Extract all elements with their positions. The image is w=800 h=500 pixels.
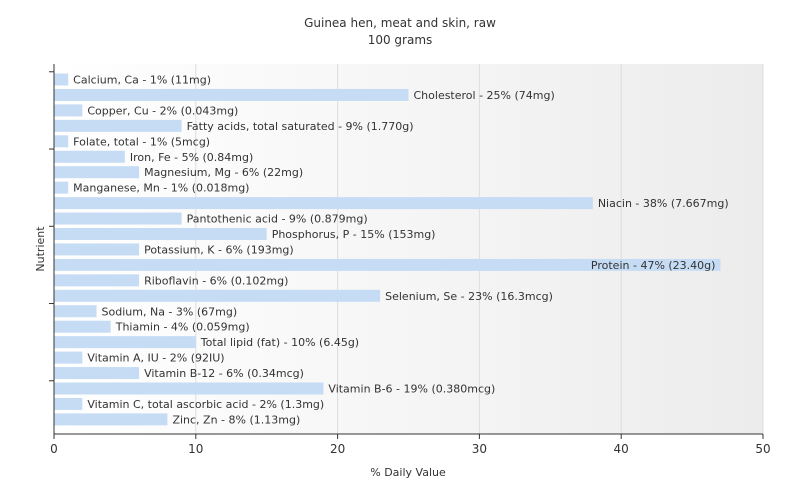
bar-label: Selenium, Se - 23% (16.3mcg) <box>385 290 553 303</box>
x-tick-label: 50 <box>755 442 770 456</box>
bar-label: Copper, Cu - 2% (0.043mg) <box>87 104 238 117</box>
y-axis-ticks <box>49 71 54 382</box>
bar <box>54 73 69 86</box>
bar-label: Phosphorus, P - 15% (153mg) <box>272 228 436 241</box>
bar <box>54 336 196 349</box>
bar-label: Total lipid (fat) - 10% (6.45g) <box>200 336 359 349</box>
bar-label: Iron, Fe - 5% (0.84mg) <box>130 151 253 164</box>
bar <box>54 119 182 132</box>
y-axis-title: Nutrient <box>34 226 47 272</box>
bar-labels: Calcium, Ca - 1% (11mg) Cholesterol - 25%… <box>73 74 728 427</box>
bar-label: Thiamin - 4% (0.059mg) <box>115 321 250 334</box>
bar <box>54 197 593 210</box>
x-tick-label: 0 <box>50 442 58 456</box>
bar-label: Folate, total - 1% (5mcg) <box>73 135 210 148</box>
bar <box>54 166 140 179</box>
x-axis-ticks: 0 10 20 30 40 50 <box>50 434 771 456</box>
bar-label: Vitamin A, IU - 2% (92IU) <box>87 352 224 365</box>
x-axis-title: % Daily Value <box>370 466 446 479</box>
bars <box>54 73 721 426</box>
x-tick-label: 40 <box>614 442 629 456</box>
bar-label: Sodium, Na - 3% (67mg) <box>102 305 238 318</box>
bar-label: Zinc, Zn - 8% (1.13mg) <box>172 413 300 426</box>
bar <box>54 351 83 364</box>
bar <box>54 289 381 302</box>
bar <box>54 382 324 395</box>
bar <box>54 367 140 380</box>
bar-label: Protein - 47% (23.40g) <box>591 259 716 272</box>
bar-label: Magnesium, Mg - 6% (22mg) <box>144 166 303 179</box>
bar-label: Vitamin B-12 - 6% (0.34mcg) <box>144 367 304 380</box>
bar-label: Pantothenic acid - 9% (0.879mg) <box>187 213 368 226</box>
bar <box>54 88 409 101</box>
bar <box>54 397 83 410</box>
bar-label: Riboflavin - 6% (0.102mg) <box>144 274 288 287</box>
bar <box>54 228 267 240</box>
bar-label: Vitamin C, total ascorbic acid - 2% (1.3… <box>87 398 324 411</box>
bar <box>54 135 69 148</box>
bar-label: Manganese, Mn - 1% (0.018mg) <box>73 182 249 195</box>
bar <box>54 243 140 256</box>
chart-subtitle: 100 grams <box>368 33 433 47</box>
bar-label: Niacin - 38% (7.667mg) <box>598 197 729 210</box>
bar-label: Fatty acids, total saturated - 9% (1.770… <box>187 120 414 133</box>
chart-title: Guinea hen, meat and skin, raw <box>304 16 496 30</box>
bar <box>54 320 111 333</box>
bar-label: Cholesterol - 25% (74mg) <box>414 89 555 102</box>
bar-label: Vitamin B-6 - 19% (0.380mcg) <box>328 383 495 396</box>
bar <box>54 305 97 318</box>
bar <box>54 181 69 194</box>
bar-label: Calcium, Ca - 1% (11mg) <box>73 74 211 87</box>
bar <box>54 413 168 426</box>
bar-label: Potassium, K - 6% (193mg) <box>144 243 294 256</box>
bar <box>54 212 182 225</box>
bar <box>54 274 140 287</box>
bar <box>54 258 721 271</box>
bar <box>54 150 125 163</box>
gridlines <box>195 64 764 434</box>
x-tick-label: 30 <box>472 442 487 456</box>
x-tick-label: 20 <box>330 442 345 456</box>
bar <box>54 104 83 117</box>
x-tick-label: 10 <box>188 442 203 456</box>
